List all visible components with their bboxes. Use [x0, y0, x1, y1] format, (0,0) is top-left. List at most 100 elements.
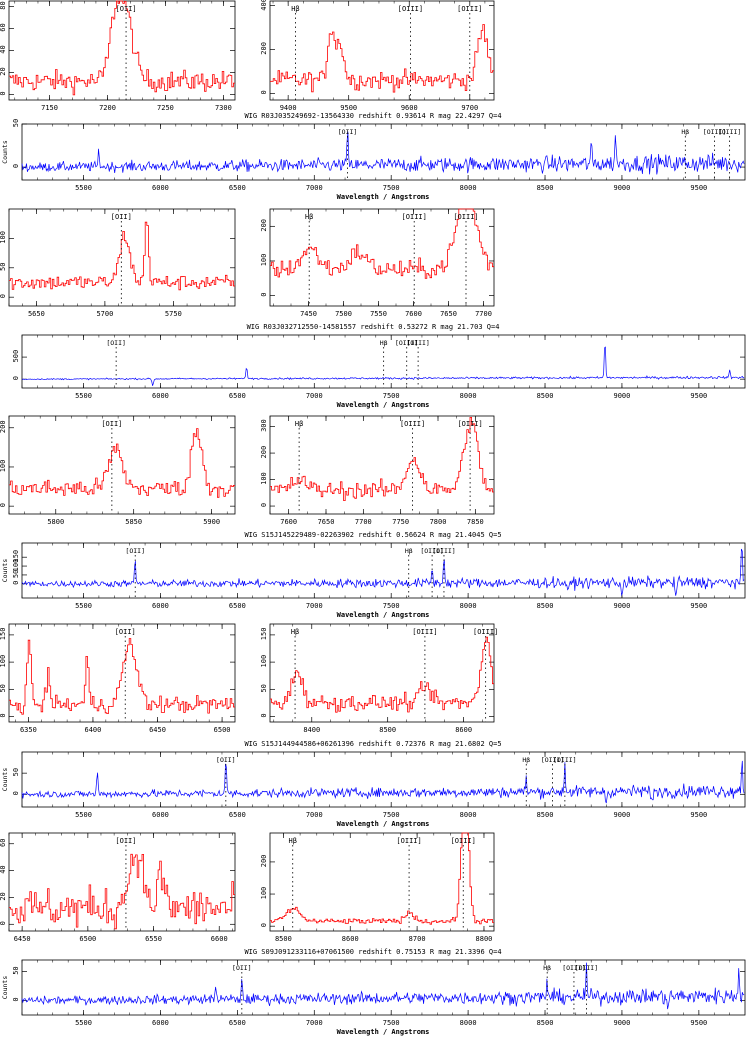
x-tick-label: 8500 — [537, 184, 554, 192]
plot-frame — [21, 751, 746, 808]
spectrum-trace — [270, 208, 494, 279]
y-tick-label: 100 — [0, 231, 7, 244]
x-tick-label: 6500 — [229, 392, 246, 400]
x-tick-label: 6500 — [79, 935, 96, 943]
x-tick-label: 5500 — [75, 602, 92, 610]
x-tick-label: 6450 — [14, 935, 31, 943]
x-tick-label: 7750 — [392, 518, 409, 526]
plot-frame — [8, 623, 236, 723]
x-tick-label: 9000 — [614, 1019, 631, 1027]
y-tick-label: 0 — [0, 294, 7, 298]
y-tick-label: 100 — [0, 460, 7, 473]
emission-line-label: [OII] — [116, 5, 137, 13]
spectrum-title: WIG S15J145229489-02263902 redshift 0.56… — [244, 531, 501, 539]
x-tick-label: 5700 — [96, 310, 113, 318]
emission-line-label: [OII] — [101, 420, 122, 428]
y-tick-label: 50 — [12, 119, 20, 127]
x-tick-label: 5500 — [75, 1019, 92, 1027]
full-spectrum-plot: 5500 6000 6500 7000 7500 8000 8500 9000 9500 0 50 [… — [1, 751, 746, 828]
x-tick-label: 7200 — [99, 104, 116, 112]
y-tick-label: 40 — [0, 45, 7, 53]
y-tick-label: 0 — [12, 997, 20, 1001]
y-tick-label: 100 — [260, 254, 268, 267]
y-tick-label: 20 — [0, 67, 7, 75]
y-tick-label: 300 — [260, 419, 268, 432]
y-tick-label: 150 — [12, 550, 20, 563]
spectrum-panel-5: 6450 6500 6550 6600 0 20 40 60 [OII] 8500 8600 8700… — [0, 832, 746, 1036]
y-axis-label: Counts — [1, 559, 9, 583]
x-tick-label: 9000 — [614, 184, 631, 192]
y-tick-label: 50 — [12, 570, 20, 578]
spectrum-trace — [21, 962, 745, 1010]
x-tick-label: 5500 — [75, 184, 92, 192]
x-tick-label: 8500 — [537, 811, 554, 819]
emission-line-label: Hβ — [543, 964, 551, 972]
spectrum-title: WIG R03J035249692-13564330 redshift 0.93… — [244, 112, 501, 120]
x-tick-label: 7450 — [300, 310, 317, 318]
zoom-plot-2: 7450 7500 7550 7600 7650 7700 0 100 200 Hβ [OIII] [… — [260, 208, 495, 318]
x-tick-label: 9400 — [280, 104, 297, 112]
spectrum-panel-1: 7150 7200 7250 7300 0 20 40 60 80 [OII] 9400 9500 96… — [0, 0, 746, 201]
y-axis-label: Counts — [1, 768, 9, 792]
x-tick-label: 9700 — [461, 104, 478, 112]
y-tick-label: 60 — [0, 839, 7, 847]
x-axis-label: Wavelength / Angstroms — [337, 193, 430, 201]
x-tick-label: 6000 — [152, 184, 169, 192]
x-tick-label: 6500 — [229, 184, 246, 192]
x-tick-label: 7700 — [475, 310, 492, 318]
x-tick-label: 8000 — [460, 392, 477, 400]
x-tick-label: 7500 — [383, 811, 400, 819]
emission-line-label: [OII] — [111, 213, 132, 221]
y-axis-label: Counts — [1, 976, 9, 1000]
y-tick-label: 0 — [260, 503, 268, 507]
x-tick-label: 7700 — [355, 518, 372, 526]
emission-line-label: [OIII] — [406, 339, 429, 347]
plot-frame — [269, 832, 495, 932]
y-tick-label: 60 — [0, 23, 7, 31]
y-tick-label: 150 — [0, 628, 7, 641]
spectrum-panel-4: 6350 6400 6450 6500 0 50 100 150 [OII] 8400 8500 86… — [0, 623, 746, 828]
x-tick-label: 7500 — [383, 392, 400, 400]
emission-line-label: Hβ — [522, 756, 530, 764]
spectrum-trace — [270, 832, 494, 925]
emission-line-label: Hβ — [291, 628, 299, 636]
x-tick-label: 8000 — [460, 184, 477, 192]
plot-frame — [269, 0, 495, 101]
x-tick-label: 9600 — [401, 104, 418, 112]
x-tick-label: 9500 — [690, 1019, 707, 1027]
x-tick-label: 8000 — [460, 602, 477, 610]
emission-line-label: [OIII] — [400, 420, 425, 428]
x-tick-label: 7150 — [41, 104, 58, 112]
y-tick-label: 0 — [12, 164, 20, 168]
x-tick-label: 6400 — [85, 726, 102, 734]
zoom-plot-1: 5800 5850 5900 0 100 200 [OII] — [0, 415, 236, 526]
x-tick-label: 6500 — [229, 602, 246, 610]
y-tick-label: 20 — [0, 892, 7, 900]
x-axis-label: Wavelength / Angstroms — [337, 820, 430, 828]
y-tick-label: 0 — [0, 91, 7, 95]
x-tick-label: 8500 — [537, 392, 554, 400]
x-tick-label: 5800 — [47, 518, 64, 526]
emission-line-label: [OIII] — [395, 339, 418, 347]
x-tick-label: 6000 — [152, 1019, 169, 1027]
y-tick-label: 100 — [260, 887, 268, 900]
y-tick-label: 0 — [260, 292, 268, 296]
spectrum-title: WIG S09J091233116+07061500 redshift 0.75… — [244, 948, 501, 956]
emission-line-label: [OIII] — [420, 547, 443, 555]
x-tick-label: 8600 — [455, 726, 472, 734]
spectrum-trace — [270, 636, 494, 713]
plot-frame — [21, 959, 746, 1016]
y-tick-label: 400 — [260, 0, 268, 11]
x-tick-label: 6000 — [152, 811, 169, 819]
x-tick-label: 7500 — [335, 310, 352, 318]
y-tick-label: 50 — [12, 966, 20, 974]
y-tick-label: 0 — [260, 713, 268, 717]
emission-line-label: [OII] — [106, 339, 126, 347]
x-tick-label: 7550 — [370, 310, 387, 318]
y-tick-label: 0 — [260, 90, 268, 94]
y-tick-label: 100 — [260, 655, 268, 668]
emission-line-label: [OIII] — [451, 837, 476, 845]
y-tick-label: 100 — [0, 655, 7, 668]
y-tick-label: 200 — [0, 420, 7, 433]
x-tick-label: 6000 — [152, 392, 169, 400]
